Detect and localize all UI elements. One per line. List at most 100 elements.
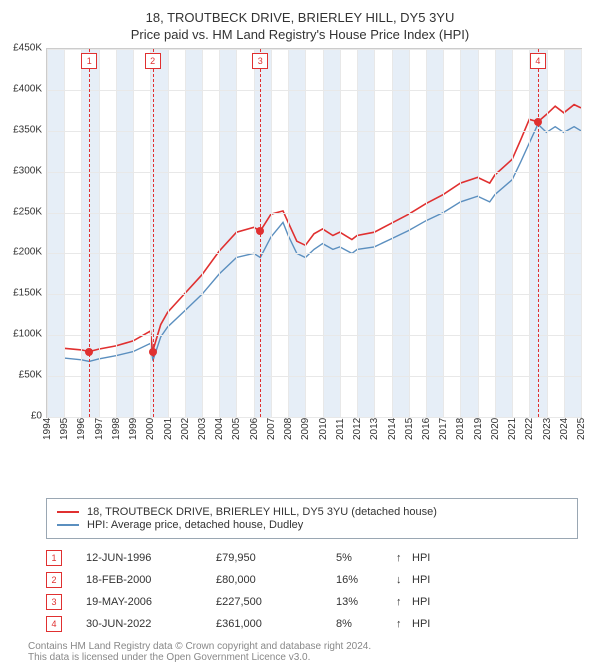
y-tick-label: £450K: [13, 43, 42, 54]
gridline-h: [47, 294, 581, 295]
sale-pct: 13%: [336, 596, 396, 608]
x-tick-label: 2014: [387, 418, 398, 440]
sale-price: £227,500: [216, 596, 336, 608]
gridline-v: [288, 49, 289, 417]
x-tick-label: 2019: [473, 418, 484, 440]
event-marker-dot: [85, 348, 93, 356]
x-tick-label: 2008: [283, 418, 294, 440]
gridline-v: [202, 49, 203, 417]
x-axis: 1994199519961997199819992000200120022003…: [46, 418, 582, 454]
legend-swatch: [57, 524, 79, 526]
gridline-v: [219, 49, 220, 417]
gridline-v: [133, 49, 134, 417]
line-series: [47, 49, 581, 417]
sale-row: 112-JUN-1996£79,9505%↑HPI: [46, 547, 556, 569]
title-subtitle: Price paid vs. HM Land Registry's House …: [8, 27, 592, 42]
event-marker-box: 3: [252, 53, 268, 69]
legend: 18, TROUTBECK DRIVE, BRIERLEY HILL, DY5 …: [46, 498, 578, 539]
gridline-v: [495, 49, 496, 417]
gridline-v: [426, 49, 427, 417]
y-tick-label: £300K: [13, 165, 42, 176]
gridline-v: [547, 49, 548, 417]
x-tick-label: 2001: [163, 418, 174, 440]
x-tick-label: 2009: [300, 418, 311, 440]
x-tick-label: 2010: [318, 418, 329, 440]
event-marker-dot: [256, 227, 264, 235]
sales-table: 112-JUN-1996£79,9505%↑HPI 2 18-FEB-2000£80…: [46, 547, 556, 635]
sale-index-box: 4: [46, 616, 62, 632]
x-tick-label: 2025: [576, 418, 587, 440]
event-marker-box: 1: [81, 53, 97, 69]
gridline-v: [512, 49, 513, 417]
x-tick-label: 1994: [42, 418, 53, 440]
x-tick-label: 1998: [111, 418, 122, 440]
footer-attribution: Contains HM Land Registry data © Crown c…: [28, 641, 592, 663]
gridline-v: [271, 49, 272, 417]
x-tick-label: 2013: [369, 418, 380, 440]
gridline-v: [168, 49, 169, 417]
gridline-v: [340, 49, 341, 417]
sale-price: £79,950: [216, 552, 336, 564]
gridline-v: [185, 49, 186, 417]
y-tick-label: £100K: [13, 329, 42, 340]
x-tick-label: 1996: [76, 418, 87, 440]
footer-line-1: Contains HM Land Registry data © Crown c…: [28, 641, 592, 652]
x-tick-label: 2018: [455, 418, 466, 440]
x-tick-label: 2002: [180, 418, 191, 440]
x-tick-label: 2011: [335, 418, 346, 440]
gridline-v: [305, 49, 306, 417]
gridline-h: [47, 49, 581, 50]
gridline-v: [374, 49, 375, 417]
gridline-v: [150, 49, 151, 417]
sale-date: 18-FEB-2000: [86, 574, 216, 586]
y-tick-label: £400K: [13, 83, 42, 94]
x-tick-label: 2024: [559, 418, 570, 440]
sale-pct: 16%: [336, 574, 396, 586]
x-tick-label: 1997: [94, 418, 105, 440]
footer-line-2: This data is licensed under the Open Gov…: [28, 652, 592, 663]
gridline-v: [47, 49, 48, 417]
x-tick-label: 2022: [524, 418, 535, 440]
gridline-h: [47, 376, 581, 377]
gridline-v: [460, 49, 461, 417]
sale-direction-icon: ↑: [396, 552, 412, 564]
legend-item: HPI: Average price, detached house, Dudl…: [57, 519, 567, 531]
sale-pct: 5%: [336, 552, 396, 564]
gridline-h: [47, 131, 581, 132]
sale-index-box: 2: [46, 572, 62, 588]
x-tick-label: 2004: [214, 418, 225, 440]
gridline-v: [81, 49, 82, 417]
x-tick-label: 2007: [266, 418, 277, 440]
gridline-v: [116, 49, 117, 417]
event-line: [538, 49, 539, 417]
x-tick-label: 2003: [197, 418, 208, 440]
y-tick-label: £150K: [13, 288, 42, 299]
event-marker-box: 2: [145, 53, 161, 69]
gridline-h: [47, 213, 581, 214]
sale-direction-icon: ↑: [396, 596, 412, 608]
y-tick-label: £200K: [13, 247, 42, 258]
sale-suffix: HPI: [412, 574, 430, 586]
sale-suffix: HPI: [412, 596, 430, 608]
event-line: [89, 49, 90, 417]
sale-index-box: 3: [46, 594, 62, 610]
sale-date: 12-JUN-1996: [86, 552, 216, 564]
gridline-v: [64, 49, 65, 417]
x-tick-label: 2017: [438, 418, 449, 440]
sale-direction-icon: ↓: [396, 574, 412, 586]
gridline-h: [47, 335, 581, 336]
x-tick-label: 2020: [490, 418, 501, 440]
legend-item: 18, TROUTBECK DRIVE, BRIERLEY HILL, DY5 …: [57, 506, 567, 518]
gridline-h: [47, 253, 581, 254]
gridline-v: [478, 49, 479, 417]
y-tick-label: £0: [31, 411, 42, 422]
gridline-v: [99, 49, 100, 417]
title-address: 18, TROUTBECK DRIVE, BRIERLEY HILL, DY5 …: [8, 10, 592, 25]
sale-price: £80,000: [216, 574, 336, 586]
gridline-v: [529, 49, 530, 417]
y-tick-label: £350K: [13, 124, 42, 135]
event-marker-dot: [534, 118, 542, 126]
x-tick-label: 2016: [421, 418, 432, 440]
x-tick-label: 2012: [352, 418, 363, 440]
gridline-h: [47, 90, 581, 91]
